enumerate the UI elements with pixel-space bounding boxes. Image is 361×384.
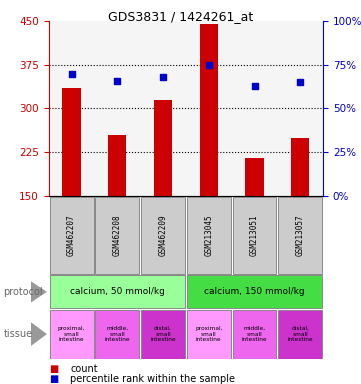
- Text: GSM462209: GSM462209: [158, 214, 168, 256]
- Bar: [50, 275, 185, 308]
- Point: [160, 74, 166, 80]
- Text: proximal,
small
intestine: proximal, small intestine: [58, 326, 85, 343]
- Bar: [50, 310, 93, 359]
- Bar: [291, 137, 309, 196]
- Text: ■: ■: [49, 364, 58, 374]
- Polygon shape: [31, 322, 47, 346]
- Polygon shape: [31, 281, 47, 303]
- Bar: [232, 197, 277, 274]
- Bar: [62, 88, 81, 196]
- Point: [69, 71, 74, 77]
- Text: GDS3831 / 1424261_at: GDS3831 / 1424261_at: [108, 10, 253, 23]
- Text: distal,
small
intestine: distal, small intestine: [150, 326, 176, 343]
- Bar: [154, 100, 172, 196]
- Bar: [95, 310, 139, 359]
- Bar: [200, 24, 218, 196]
- Bar: [108, 135, 126, 196]
- Bar: [278, 197, 322, 274]
- Text: count: count: [70, 364, 98, 374]
- Text: GSM213051: GSM213051: [250, 214, 259, 256]
- Bar: [187, 275, 322, 308]
- Text: ■: ■: [49, 374, 58, 384]
- Point: [114, 78, 120, 84]
- Text: GSM213045: GSM213045: [204, 214, 213, 256]
- Text: middle,
small
intestine: middle, small intestine: [105, 326, 130, 343]
- Bar: [245, 158, 264, 196]
- Text: GSM462207: GSM462207: [67, 214, 76, 256]
- Bar: [141, 310, 185, 359]
- Bar: [278, 310, 322, 359]
- Point: [297, 79, 303, 85]
- Bar: [187, 310, 231, 359]
- Bar: [141, 197, 185, 274]
- Bar: [50, 197, 93, 274]
- Text: middle,
small
intestine: middle, small intestine: [242, 326, 267, 343]
- Text: protocol: protocol: [4, 287, 43, 297]
- Text: percentile rank within the sample: percentile rank within the sample: [70, 374, 235, 384]
- Text: proximal,
small
intestine: proximal, small intestine: [195, 326, 222, 343]
- Text: GSM462208: GSM462208: [113, 214, 122, 256]
- Text: tissue: tissue: [4, 329, 33, 339]
- Point: [206, 62, 212, 68]
- Text: GSM213057: GSM213057: [296, 214, 305, 256]
- Text: distal,
small
intestine: distal, small intestine: [287, 326, 313, 343]
- Text: calcium, 50 mmol/kg: calcium, 50 mmol/kg: [70, 287, 165, 296]
- Bar: [232, 310, 277, 359]
- Bar: [95, 197, 139, 274]
- Point: [252, 83, 257, 89]
- Text: calcium, 150 mmol/kg: calcium, 150 mmol/kg: [204, 287, 305, 296]
- Bar: [187, 197, 231, 274]
